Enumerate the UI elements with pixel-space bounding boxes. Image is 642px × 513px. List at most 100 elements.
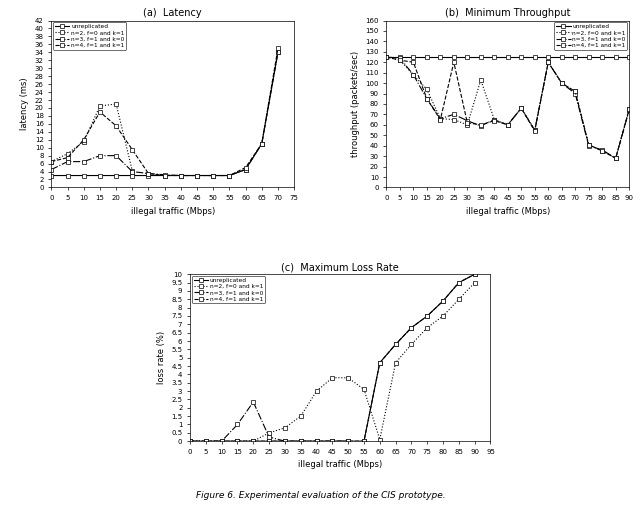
n=2, f=0 and k=1 bbox=[313, 388, 320, 394]
unreplicated bbox=[504, 54, 512, 60]
n=2, f=0 and k=1 bbox=[450, 116, 458, 123]
unreplicated bbox=[80, 172, 87, 179]
unreplicated bbox=[242, 167, 250, 173]
unreplicated bbox=[225, 172, 233, 179]
n=3, f=1 and k=0 bbox=[96, 152, 104, 159]
n=3, f=1 and k=0 bbox=[274, 49, 282, 55]
n=2, f=0 and k=1 bbox=[344, 374, 352, 381]
n=2, f=0 and k=1 bbox=[464, 122, 471, 128]
n=4, f=1 and k=1 bbox=[437, 116, 444, 123]
n=3, f=1 and k=0 bbox=[250, 399, 257, 405]
Y-axis label: throughput (packets/sec): throughput (packets/sec) bbox=[351, 51, 360, 157]
X-axis label: illegal traffic (Mbps): illegal traffic (Mbps) bbox=[298, 460, 383, 469]
unreplicated bbox=[258, 141, 266, 147]
n=3, f=1 and k=0 bbox=[571, 90, 579, 96]
Title: (c)  Maximum Loss Rate: (c) Maximum Loss Rate bbox=[281, 262, 399, 272]
n=2, f=0 and k=1 bbox=[612, 155, 620, 161]
n=4, f=1 and k=1 bbox=[531, 128, 539, 134]
n=4, f=1 and k=1 bbox=[477, 122, 485, 128]
Line: n=2, f=0 and k=1: n=2, f=0 and k=1 bbox=[49, 102, 134, 172]
n=2, f=0 and k=1 bbox=[439, 313, 447, 319]
n=3, f=1 and k=0 bbox=[48, 167, 55, 173]
Text: Figure 6. Experimental evaluation of the CIS prototype.: Figure 6. Experimental evaluation of the… bbox=[196, 490, 446, 500]
n=4, f=1 and k=1 bbox=[376, 360, 384, 366]
n=2, f=0 and k=1 bbox=[96, 103, 104, 109]
X-axis label: illegal traffic (Mbps): illegal traffic (Mbps) bbox=[130, 207, 215, 215]
n=4, f=1 and k=1 bbox=[360, 438, 368, 444]
n=4, f=1 and k=1 bbox=[265, 438, 273, 444]
n=2, f=0 and k=1 bbox=[490, 116, 498, 123]
n=4, f=1 and k=1 bbox=[585, 142, 593, 148]
Y-axis label: loss rate (%): loss rate (%) bbox=[157, 331, 166, 384]
n=2, f=0 and k=1 bbox=[202, 438, 210, 444]
n=3, f=1 and k=0 bbox=[477, 123, 485, 129]
unreplicated bbox=[408, 325, 415, 331]
n=3, f=1 and k=0 bbox=[297, 438, 304, 444]
n=2, f=0 and k=1 bbox=[383, 54, 390, 60]
Line: n=3, f=1 and k=0: n=3, f=1 and k=0 bbox=[188, 400, 350, 443]
n=3, f=1 and k=0 bbox=[383, 54, 390, 60]
n=4, f=1 and k=1 bbox=[392, 341, 399, 347]
n=3, f=1 and k=0 bbox=[160, 172, 168, 178]
unreplicated bbox=[392, 341, 399, 347]
n=4, f=1 and k=1 bbox=[281, 438, 289, 444]
n=2, f=0 and k=1 bbox=[48, 159, 55, 165]
unreplicated bbox=[64, 172, 71, 179]
unreplicated bbox=[571, 54, 579, 60]
n=4, f=1 and k=1 bbox=[144, 170, 152, 176]
n=2, f=0 and k=1 bbox=[504, 122, 512, 128]
n=3, f=1 and k=0 bbox=[202, 438, 210, 444]
n=4, f=1 and k=1 bbox=[234, 438, 241, 444]
unreplicated bbox=[234, 438, 241, 444]
unreplicated bbox=[96, 172, 104, 179]
n=2, f=0 and k=1 bbox=[218, 438, 225, 444]
unreplicated bbox=[439, 298, 447, 304]
unreplicated bbox=[193, 172, 201, 179]
unreplicated bbox=[202, 438, 210, 444]
n=4, f=1 and k=1 bbox=[329, 438, 336, 444]
n=3, f=1 and k=0 bbox=[558, 80, 566, 86]
n=4, f=1 and k=1 bbox=[313, 438, 320, 444]
n=2, f=0 and k=1 bbox=[517, 105, 525, 111]
n=2, f=0 and k=1 bbox=[250, 438, 257, 444]
n=3, f=1 and k=0 bbox=[209, 172, 217, 179]
unreplicated bbox=[612, 54, 620, 60]
unreplicated bbox=[558, 54, 566, 60]
n=2, f=0 and k=1 bbox=[396, 57, 404, 63]
n=3, f=1 and k=0 bbox=[598, 147, 606, 153]
Legend: unreplicated, n=2, f=0 and k=1, n=3, f=1 and k=0, n=4, f=1 and k=1: unreplicated, n=2, f=0 and k=1, n=3, f=1… bbox=[53, 22, 126, 50]
n=2, f=0 and k=1 bbox=[329, 374, 336, 381]
n=4, f=1 and k=1 bbox=[177, 172, 185, 179]
n=4, f=1 and k=1 bbox=[250, 438, 257, 444]
n=3, f=1 and k=0 bbox=[464, 117, 471, 124]
n=2, f=0 and k=1 bbox=[598, 148, 606, 154]
n=4, f=1 and k=1 bbox=[48, 159, 55, 165]
n=3, f=1 and k=0 bbox=[144, 170, 152, 176]
n=2, f=0 and k=1 bbox=[112, 101, 120, 107]
unreplicated bbox=[281, 438, 289, 444]
n=3, f=1 and k=0 bbox=[193, 172, 201, 179]
unreplicated bbox=[329, 438, 336, 444]
n=4, f=1 and k=1 bbox=[193, 172, 201, 179]
Title: (b)  Minimum Throughput: (b) Minimum Throughput bbox=[445, 8, 571, 18]
unreplicated bbox=[313, 438, 320, 444]
n=3, f=1 and k=0 bbox=[504, 122, 512, 128]
Line: n=3, f=1 and k=0: n=3, f=1 and k=0 bbox=[49, 51, 280, 177]
n=2, f=0 and k=1 bbox=[80, 139, 87, 145]
n=3, f=1 and k=0 bbox=[410, 72, 417, 78]
unreplicated bbox=[274, 49, 282, 55]
Line: n=4, f=1 and k=1: n=4, f=1 and k=1 bbox=[188, 272, 476, 443]
unreplicated bbox=[48, 172, 55, 179]
n=3, f=1 and k=0 bbox=[64, 159, 71, 165]
n=2, f=0 and k=1 bbox=[571, 88, 579, 94]
n=3, f=1 and k=0 bbox=[490, 116, 498, 123]
n=4, f=1 and k=1 bbox=[225, 172, 233, 179]
n=3, f=1 and k=0 bbox=[329, 438, 336, 444]
n=3, f=1 and k=0 bbox=[313, 438, 320, 444]
n=3, f=1 and k=0 bbox=[437, 115, 444, 122]
unreplicated bbox=[186, 438, 194, 444]
n=3, f=1 and k=0 bbox=[80, 159, 87, 165]
unreplicated bbox=[423, 54, 431, 60]
unreplicated bbox=[531, 54, 539, 60]
Line: unreplicated: unreplicated bbox=[49, 51, 280, 177]
